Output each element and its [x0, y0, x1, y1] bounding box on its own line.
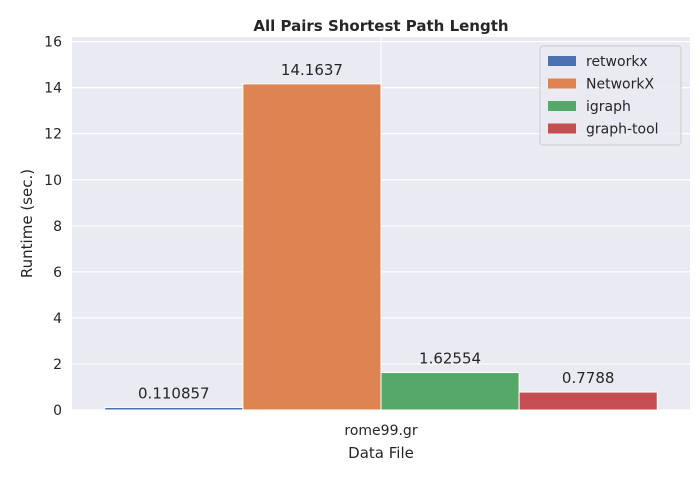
- legend-entry: igraph: [586, 99, 631, 115]
- legend-swatch: [548, 101, 576, 111]
- legend-box: [539, 45, 682, 146]
- data-label: 14.1637: [281, 61, 343, 79]
- chart-title: All Pairs Shortest Path Length: [253, 17, 508, 35]
- y-tick-label: 12: [44, 127, 62, 143]
- legend-entry: NetworkX: [586, 77, 654, 93]
- data-label: 1.62554: [419, 350, 481, 368]
- y-tick-label: 2: [53, 357, 62, 373]
- y-tick-label: 8: [53, 219, 62, 235]
- y-tick-label: 14: [44, 81, 62, 97]
- bar-networkx: [242, 83, 382, 411]
- legend-swatch: [548, 56, 576, 66]
- legend-swatch: [548, 78, 576, 89]
- y-tick-label: 6: [53, 265, 62, 281]
- bar-igraph: [380, 372, 520, 411]
- data-label: 0.7788: [562, 369, 615, 387]
- y-tick-labels: 0 2 4 6 8 10 12 14 16: [44, 35, 62, 419]
- legend: retworkx NetworkX igraph graph-tool: [539, 45, 682, 146]
- y-tick-label: 0: [53, 403, 62, 419]
- bars-group: 0.110857 14.1637 1.62554 0.7788: [104, 61, 658, 411]
- legend-swatch: [548, 123, 576, 134]
- legend-entry: graph-tool: [586, 122, 659, 138]
- y-tick-label: 10: [44, 173, 62, 189]
- x-axis-label: Data File: [348, 444, 414, 462]
- legend-entry: retworkx: [586, 54, 648, 70]
- y-tick-label: 16: [44, 35, 62, 51]
- y-axis-label: Runtime (sec.): [18, 169, 36, 278]
- y-tick-label: 4: [53, 311, 62, 327]
- x-tick-labels: rome99.gr: [344, 423, 417, 439]
- bar-graph-tool: [518, 391, 658, 411]
- x-tick-label: rome99.gr: [344, 423, 417, 439]
- data-label: 0.110857: [138, 384, 210, 402]
- bar-retworkx: [104, 406, 244, 411]
